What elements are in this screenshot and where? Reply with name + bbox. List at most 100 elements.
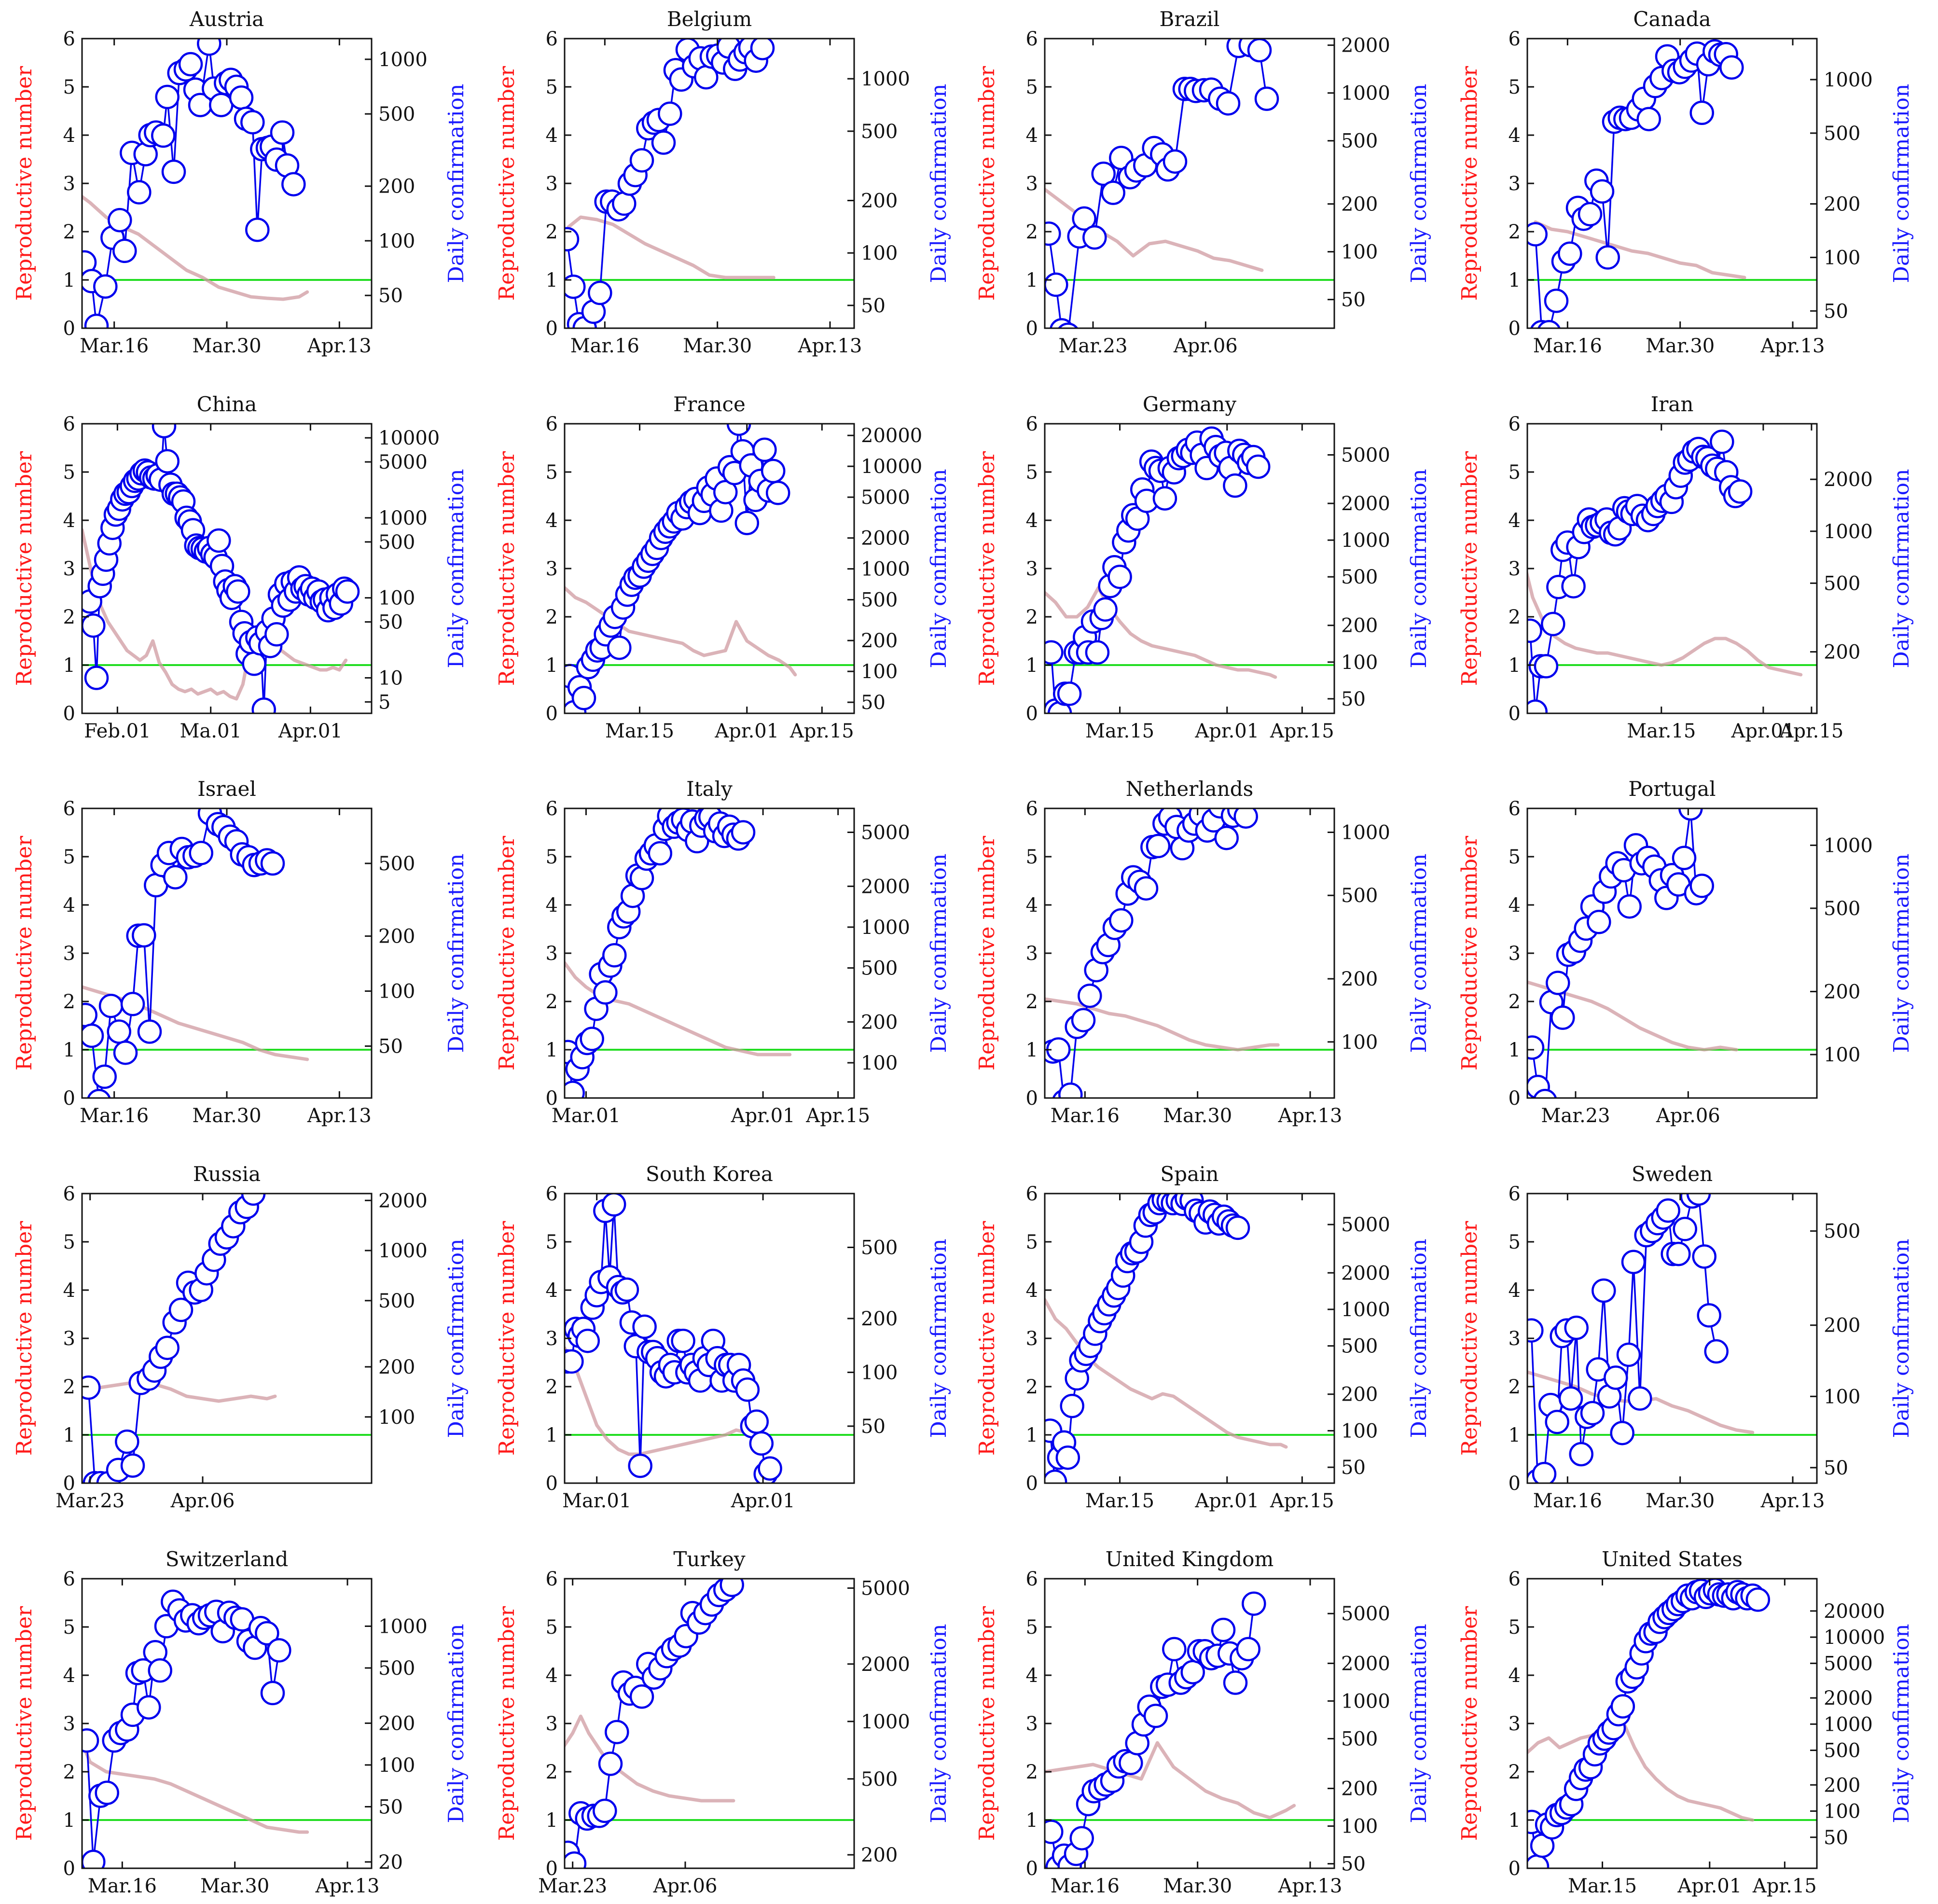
- confirmation-marker: [565, 1081, 585, 1098]
- right-tick-label: 1000: [378, 49, 428, 71]
- left-tick-label: 0: [63, 1473, 75, 1495]
- confirmation-marker: [84, 666, 109, 690]
- x-tick-label: Apr.06: [653, 1875, 718, 1897]
- confirmation-marker: [726, 424, 751, 436]
- right-tick-label: 200: [861, 1308, 898, 1330]
- confirmation-marker: [1604, 1365, 1628, 1390]
- left-tick-label: 3: [1026, 1328, 1038, 1350]
- left-tick-label: 6: [63, 413, 75, 435]
- reproductive-series: [565, 1714, 735, 1803]
- confirmation-marker: [82, 613, 106, 638]
- right-tick-label: 500: [861, 589, 898, 612]
- left-tick-label: 3: [1026, 943, 1038, 965]
- panel-title: Belgium: [667, 7, 752, 31]
- confirmation-line: [1048, 44, 1268, 328]
- right-tick-label: 500: [378, 1657, 415, 1680]
- right-axis-label: Daily confirmation: [1889, 854, 1914, 1053]
- confirmation-marker: [1578, 202, 1603, 227]
- confirmation-marker: [1109, 908, 1134, 933]
- confirmation-marker: [1728, 479, 1753, 504]
- left-tick-label: 0: [1026, 703, 1038, 725]
- confirmation-marker: [241, 1194, 266, 1206]
- left-tick-label: 0: [546, 318, 558, 340]
- left-axis-label: Reproductive number: [12, 451, 37, 686]
- x-tick-label: Apr.01: [278, 720, 343, 742]
- plot-area: [1045, 1591, 1334, 1868]
- left-tick-label: 6: [546, 798, 558, 820]
- left-tick-label: 0: [1509, 318, 1521, 340]
- right-tick-label: 100: [1341, 1031, 1378, 1054]
- confirmation-marker: [1180, 1660, 1205, 1684]
- right-axis-label: Daily confirmation: [927, 84, 951, 283]
- confirmation-marker: [207, 528, 231, 553]
- left-tick-label: 2: [1509, 1376, 1521, 1398]
- reproductive-series: [567, 215, 775, 279]
- panel-title: United States: [1602, 1547, 1743, 1571]
- right-tick-label: 50: [1824, 1457, 1848, 1479]
- confirmation-marker: [612, 191, 637, 216]
- right-tick-label: 5000: [1824, 1653, 1873, 1675]
- right-tick-label: 10000: [378, 427, 440, 449]
- left-tick-label: 6: [1509, 28, 1521, 50]
- left-tick-label: 5: [63, 1616, 75, 1639]
- confirmation-marker: [242, 652, 266, 676]
- confirmation-marker: [1561, 574, 1586, 598]
- confirmation-marker: [1719, 55, 1744, 80]
- right-tick-label: 100: [1341, 1420, 1378, 1442]
- confirmation-marker: [1546, 971, 1570, 995]
- confirmation-marker: [1055, 1445, 1080, 1470]
- left-tick-label: 4: [1509, 510, 1521, 532]
- right-tick-label: 1000: [1341, 821, 1390, 844]
- confirmation-marker: [1091, 161, 1116, 186]
- right-axis-label: Daily confirmation: [1407, 854, 1431, 1053]
- confirmation-marker: [1692, 1244, 1717, 1269]
- reproductive-series: [1527, 569, 1803, 677]
- confirmation-marker: [264, 622, 289, 647]
- confirmation-marker: [335, 579, 360, 604]
- left-tick-label: 6: [1026, 798, 1038, 820]
- x-tick-label: Mar.01: [562, 1490, 631, 1512]
- confirmation-marker: [120, 1453, 145, 1478]
- right-tick-label: 1000: [378, 507, 428, 529]
- right-tick-label: 200: [1341, 968, 1378, 990]
- right-tick-label: 20000: [861, 425, 922, 447]
- left-tick-label: 3: [546, 1328, 558, 1350]
- confirmation-marker: [1704, 1339, 1729, 1364]
- left-tick-label: 1: [546, 654, 558, 677]
- confirmation-marker: [113, 1040, 138, 1065]
- right-tick-label: 1000: [1824, 1713, 1873, 1736]
- x-tick-label: Feb.01: [84, 720, 151, 742]
- left-tick-label: 2: [1509, 606, 1521, 628]
- confirmation-marker: [720, 1579, 744, 1597]
- panel-spain: 0 1 2 3 4 5 6 50 100 200 500 1000 2000 5000 Mar.15 Apr.…: [975, 1162, 1431, 1512]
- reproductive-series: [565, 1346, 770, 1456]
- left-tick-label: 1: [1026, 269, 1038, 292]
- plot-area: [565, 39, 854, 328]
- panel-title: United Kingdom: [1106, 1547, 1274, 1571]
- left-axis-label: Reproductive number: [975, 66, 999, 301]
- right-tick-label: 200: [1824, 1315, 1860, 1337]
- x-tick-label: Apr.13: [1760, 1490, 1825, 1512]
- panel-belgium: 0 1 2 3 4 5 6 50 100 200 500 1000 Mar.16 Mar.30 Apr.13…: [495, 7, 951, 357]
- x-tick-label: Apr.01: [1730, 720, 1795, 742]
- confirmation-marker: [1666, 1241, 1691, 1266]
- right-tick-label: 1000: [861, 558, 910, 581]
- x-tick-label: Apr.13: [315, 1875, 380, 1897]
- right-tick-label: 100: [861, 1362, 898, 1384]
- left-tick-label: 0: [546, 703, 558, 725]
- right-tick-label: 2000: [1341, 493, 1390, 515]
- confirmation-marker: [1527, 222, 1548, 247]
- right-tick-label: 200: [1824, 1774, 1860, 1796]
- panel-title: Iran: [1651, 392, 1694, 416]
- panel-title: South Korea: [646, 1162, 773, 1186]
- left-tick-label: 2: [1509, 991, 1521, 1013]
- confirmation-marker: [734, 511, 760, 535]
- confirmation-marker: [749, 1431, 774, 1456]
- confirmation-marker: [93, 274, 118, 299]
- right-tick-label: 500: [1341, 1728, 1378, 1750]
- right-tick-label: 200: [378, 176, 415, 198]
- confirmation-marker: [1225, 1215, 1250, 1240]
- left-axis-label: Reproductive number: [975, 451, 999, 686]
- left-tick-label: 2: [1026, 1761, 1038, 1783]
